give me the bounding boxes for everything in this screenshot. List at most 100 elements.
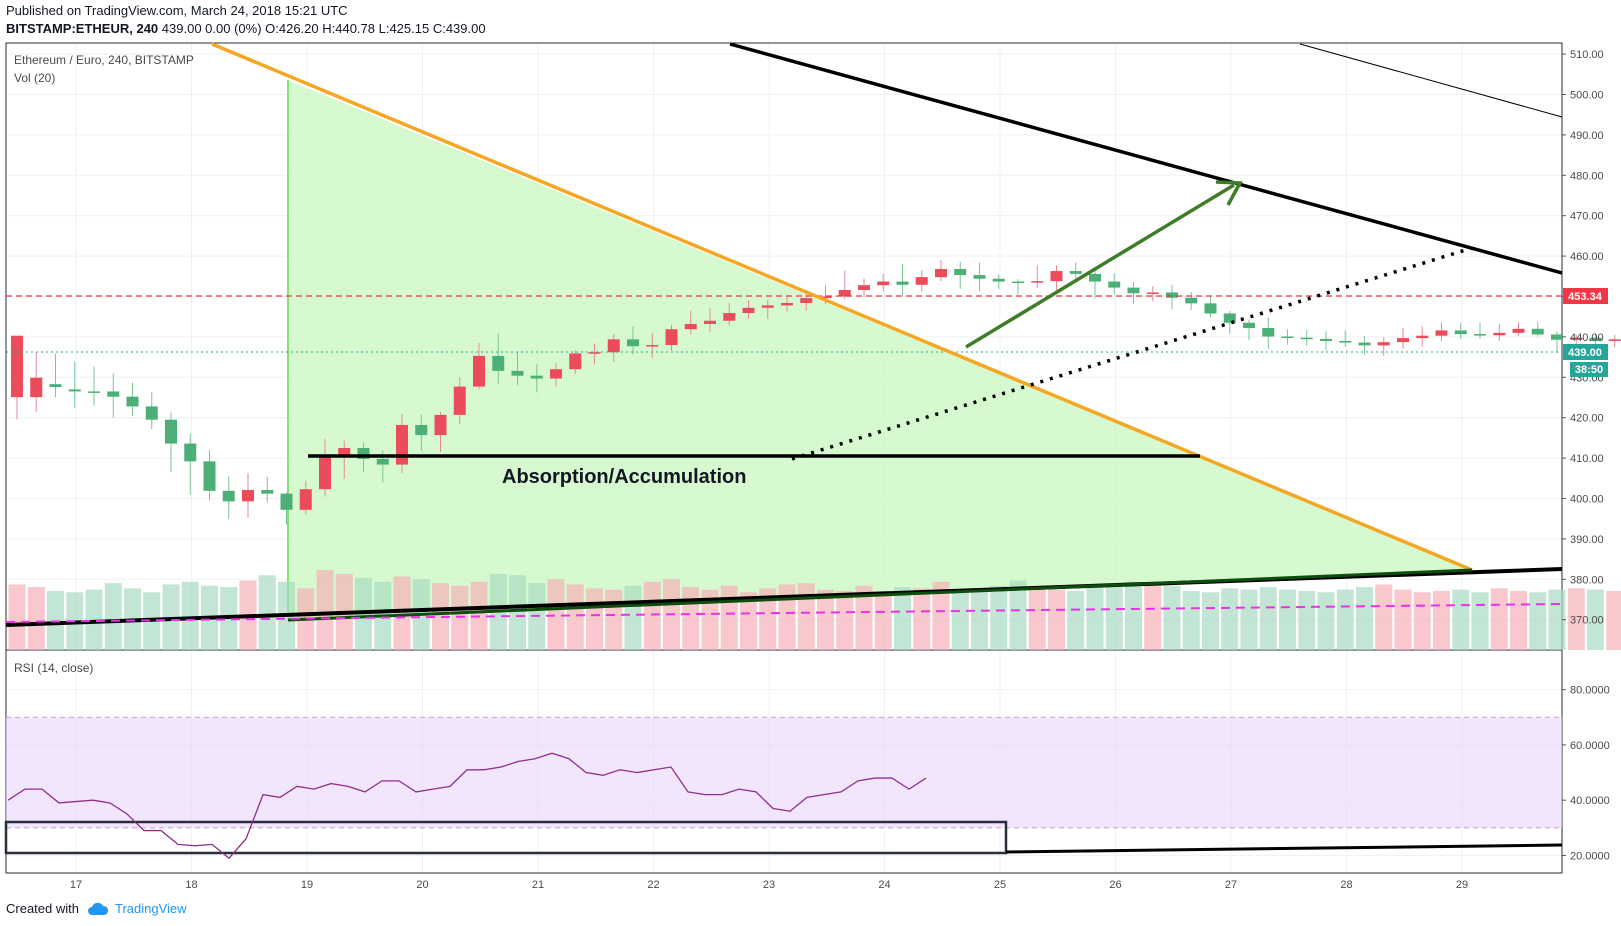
volume-bar (720, 585, 738, 650)
ohlc-values: 439.00 0.00 (0%) O:426.20 H:440.78 L:425… (161, 21, 486, 36)
volume-bar (990, 585, 1008, 650)
candle-body (242, 490, 254, 502)
candle-body (415, 424, 428, 436)
volume-bar (586, 588, 603, 650)
time-tick-label: 22 (647, 879, 659, 891)
tradingview-cloud-icon (87, 902, 109, 915)
price-tick-label: 480.00 (1570, 170, 1604, 182)
candle-body (1204, 303, 1217, 314)
candle-body (511, 370, 524, 376)
volume-bar (1202, 592, 1219, 650)
volume-bar (855, 585, 873, 650)
price-tick-label: 510.00 (1570, 49, 1604, 61)
candle-body (396, 424, 408, 465)
volume-bar (509, 575, 526, 650)
symbol-label: BITSTAMP:ETHEUR, 240 (6, 21, 159, 36)
candle-body (973, 275, 986, 279)
volume-bar (874, 592, 892, 650)
candle-body (1512, 328, 1525, 333)
price-tick-label: 490.00 (1570, 130, 1604, 142)
volume-bar (951, 589, 969, 650)
price-tick-label: 420.00 (1570, 413, 1604, 425)
candle-body (1281, 336, 1294, 338)
candle-body (1531, 328, 1544, 335)
volume-bar (624, 585, 642, 650)
price-tick-label: 370.00 (1570, 615, 1604, 627)
dashed-moving-average (5, 603, 1563, 623)
volume-bar (1336, 589, 1354, 650)
volume-bar (1471, 592, 1489, 650)
triangle-bottom-edge (287, 568, 1473, 622)
candle-body (1108, 281, 1121, 288)
candle-body (761, 305, 774, 308)
target-arrow-shaft (965, 183, 1235, 349)
candle-body (1454, 330, 1467, 335)
candle-body (877, 281, 890, 286)
candle-body (1146, 292, 1159, 294)
candle-body (1551, 334, 1563, 340)
volume-bar (1086, 584, 1104, 650)
time-tick-label: 29 (1456, 879, 1468, 891)
candle-body (896, 281, 909, 285)
candle-body (1377, 342, 1390, 346)
volume-bar (1490, 588, 1508, 650)
candle-body (1012, 281, 1024, 284)
rsi-label: RSI (14, close) (14, 661, 93, 675)
candle-body (222, 490, 235, 502)
volume-bar (605, 589, 623, 650)
volume-bar (1125, 581, 1142, 650)
price-tick-label: 400.00 (1570, 494, 1604, 506)
candle-body (1474, 334, 1486, 336)
candle-body (1050, 271, 1063, 282)
candle-body (1031, 281, 1044, 283)
candlestick-series (11, 260, 1621, 525)
volume-bar (759, 588, 777, 650)
candle-body (684, 323, 697, 330)
rsi-trendline (1005, 843, 1563, 854)
tradingview-brand-link[interactable]: TradingView (114, 901, 187, 916)
volume-bar (1067, 590, 1085, 650)
volume-bar (27, 587, 45, 650)
rsi-line (7, 752, 927, 860)
candle-body (1262, 328, 1275, 337)
candle-body (453, 386, 466, 415)
volume-bar (1048, 589, 1065, 650)
candle-body (1320, 338, 1332, 341)
candle-body (1570, 337, 1583, 340)
candle-body (30, 377, 43, 398)
published-line: Published on TradingView.com, March 24, … (6, 3, 348, 18)
candle-body (607, 339, 620, 353)
volume-bar (836, 590, 854, 650)
candle-body (588, 352, 601, 354)
candle-body (1166, 292, 1178, 298)
candle-body (1069, 271, 1082, 274)
candle-body (569, 353, 582, 370)
volume-bar (1144, 583, 1162, 650)
time-tick-label: 25 (994, 879, 1006, 891)
volume-bar (913, 588, 931, 650)
candle-body (704, 320, 716, 324)
volume-bar (797, 583, 815, 650)
rsi-series (7, 752, 927, 860)
chart-title: Ethereum / Euro, 240, BITSTAMP (14, 53, 194, 67)
price-tick-label: 440.00 (1570, 332, 1604, 344)
rsi-tick-label: 80.0000 (1570, 685, 1610, 697)
time-axis: 17 18 19 20 21 22 23 24 25 26 27 28 29 (70, 879, 1468, 891)
candle-body (126, 396, 139, 407)
time-tick-label: 20 (416, 879, 428, 891)
volume-bar (932, 581, 950, 650)
candle-body (165, 419, 177, 444)
candle-body (11, 335, 23, 398)
candle-body (1300, 337, 1313, 340)
candle-body (184, 443, 197, 462)
volume-bar (547, 579, 565, 650)
volume-bar (682, 587, 700, 650)
rsi-tick-label: 40.0000 (1570, 795, 1610, 807)
countdown-tag (1570, 362, 1608, 377)
candle-body (742, 307, 755, 314)
volume-bar (8, 584, 26, 650)
footer: Created with TradingView (6, 901, 187, 916)
volume-bar (1240, 589, 1258, 650)
countdown-tag-label: 38:50 (1575, 364, 1603, 376)
candle-body (338, 448, 351, 456)
